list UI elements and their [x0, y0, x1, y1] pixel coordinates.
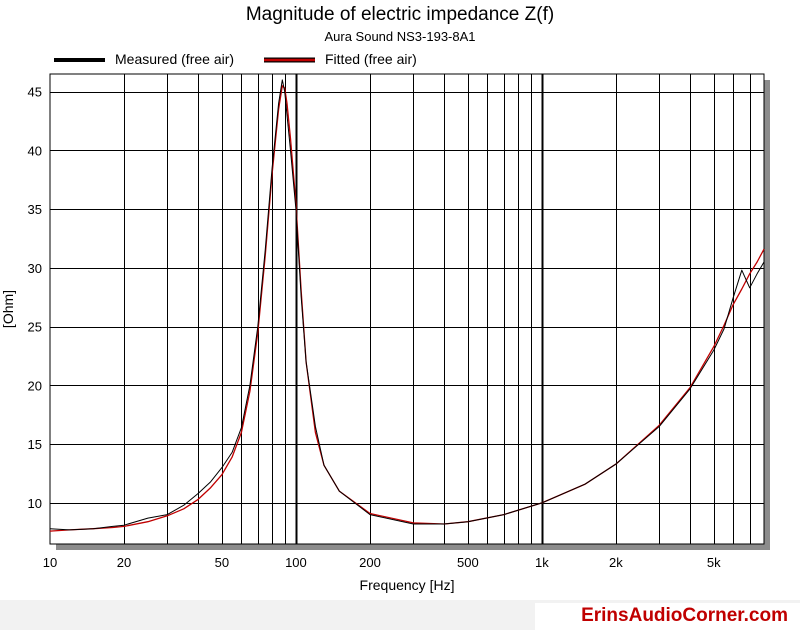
- chart-title: Magnitude of electric impedance Z(f): [246, 4, 554, 25]
- x-tick-label: 500: [457, 555, 479, 570]
- legend-label-measured: Measured (free air): [115, 51, 234, 67]
- y-tick-label: 25: [28, 320, 42, 335]
- series-line-measured: [49, 79, 765, 531]
- footer-box: [535, 603, 800, 630]
- x-tick-label: 50: [215, 555, 229, 570]
- y-tick-label: 40: [28, 143, 42, 158]
- y-tick-labels: 10 15 20 25 30 35 40 45: [28, 85, 42, 511]
- legend-label-fitted: Fitted (free air): [325, 51, 417, 67]
- x-tick-label: 200: [359, 555, 381, 570]
- series-layer: [49, 79, 765, 532]
- grid: [50, 74, 764, 544]
- legend: Measured (free air) Fitted (free air): [54, 51, 417, 67]
- x-axis-label: Frequency [Hz]: [360, 577, 455, 593]
- y-tick-label: 35: [28, 202, 42, 217]
- plot-area: [49, 73, 765, 545]
- x-tick-labels: 10 20 50 100 200 500 1k 2k 5k: [43, 555, 721, 570]
- x-tick-label: 2k: [609, 555, 623, 570]
- y-tick-label: 15: [28, 437, 42, 452]
- y-tick-label: 30: [28, 261, 42, 276]
- y-tick-label: 20: [28, 378, 42, 393]
- y-tick-label: 10: [28, 496, 42, 511]
- watermark-text: ErinsAudioCorner.com: [581, 605, 788, 626]
- x-tick-label: 10: [43, 555, 57, 570]
- x-tick-label: 1k: [535, 555, 549, 570]
- series-line-fitted: [49, 85, 765, 532]
- x-tick-label: 20: [117, 555, 131, 570]
- y-axis-label: [Ohm]: [0, 290, 16, 328]
- y-tick-label: 45: [28, 85, 42, 100]
- x-tick-label: 100: [285, 555, 307, 570]
- chart-subtitle: Aura Sound NS3-193-8A1: [324, 29, 475, 44]
- x-tick-label: 5k: [707, 555, 721, 570]
